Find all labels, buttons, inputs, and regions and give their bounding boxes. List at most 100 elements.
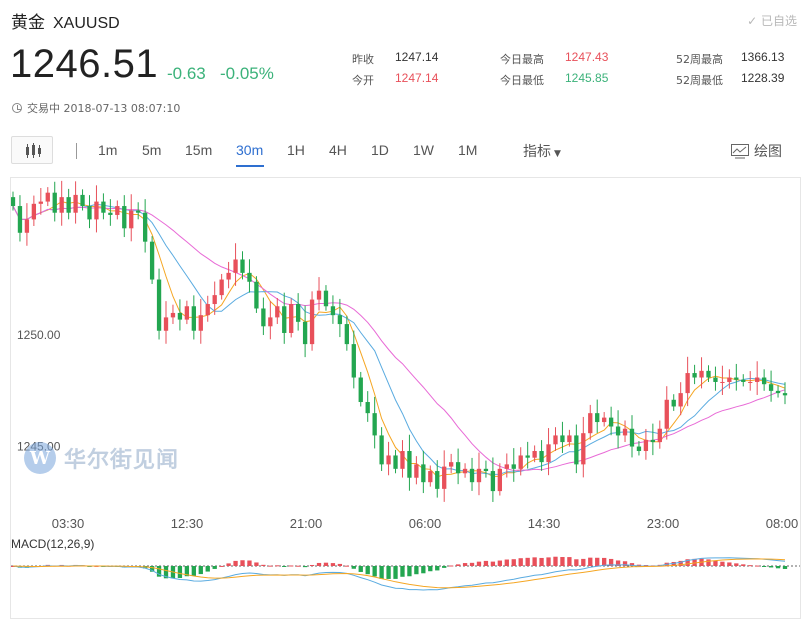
candle-body [553, 435, 558, 445]
active-timeframe-underline [236, 165, 264, 167]
stat-label-day-high: 今日最高 [500, 53, 544, 66]
draw-label: 绘图 [754, 144, 782, 160]
candle-body [66, 197, 71, 213]
candle-body [94, 201, 99, 220]
macd-histogram-bar [476, 561, 482, 566]
timeframe-1d[interactable]: 1D [371, 142, 389, 158]
macd-histogram-bar [414, 566, 419, 575]
candle-body [379, 435, 384, 465]
drawing-icon [731, 143, 749, 158]
candle-body [650, 439, 656, 443]
macd-dif-line [12, 557, 786, 591]
candle-body [608, 417, 614, 427]
macd-histogram-bar [393, 566, 398, 579]
chart-container[interactable]: 1250.001245.0003:3012:3021:0006:0014:302… [10, 177, 801, 619]
watermark-logo-icon: W [24, 442, 56, 474]
indicator-dropdown[interactable]: 指标 ▼ [523, 141, 561, 161]
candle-body [261, 308, 266, 327]
macd-histogram-bar [309, 564, 315, 566]
timeframe-1m[interactable]: 1m [98, 142, 118, 158]
macd-histogram-bar [622, 561, 628, 566]
timeframe-1w[interactable]: 1W [413, 142, 434, 158]
macd-histogram-bar [289, 565, 294, 567]
macd-histogram-bar [261, 564, 266, 566]
candle-body [316, 290, 322, 300]
candle-body [462, 468, 468, 474]
x-tick-label: 21:00 [290, 516, 323, 531]
candle-body [212, 295, 217, 305]
macd-histogram-bar [372, 566, 377, 577]
timeframe-5m[interactable]: 5m [142, 142, 162, 158]
timeframe-30m[interactable]: 30m [236, 142, 264, 158]
candle-body [191, 306, 196, 331]
macd-histogram-bar [608, 558, 614, 566]
macd-histogram-bar [727, 562, 732, 566]
watchlist-button[interactable]: ✓ 已自选 [747, 12, 797, 29]
x-tick-label: 06:00 [409, 516, 442, 531]
macd-histogram-bar [302, 566, 308, 568]
candle-body [115, 206, 120, 215]
candle-body [643, 439, 649, 452]
candle-body [31, 203, 37, 220]
candle-body [574, 435, 579, 465]
timeframe-4h[interactable]: 4H [329, 142, 347, 158]
timeframe-1h[interactable]: 1H [287, 142, 305, 158]
stat-label-day-low: 今日最低 [500, 74, 544, 87]
macd-histogram-bar [706, 559, 711, 566]
macd-histogram-bar [678, 560, 683, 566]
draw-tool-button[interactable]: 绘图 [731, 141, 782, 161]
stat-value-day-high: 1247.43 [565, 50, 609, 64]
macd-histogram-bar [330, 563, 336, 566]
stat-label-open: 今开 [352, 74, 374, 87]
chart-type-button[interactable] [11, 136, 53, 164]
candle-body [309, 299, 315, 345]
macd-histogram-bar [685, 559, 690, 566]
macd-histogram-bar [379, 566, 384, 579]
candle-body [198, 315, 203, 331]
x-tick-label: 03:30 [52, 516, 85, 531]
candlestick-icon [26, 143, 41, 158]
candle-body [483, 468, 489, 472]
macd-histogram-bar [449, 565, 454, 567]
candle-body [219, 279, 224, 296]
macd-histogram-bar [163, 566, 169, 579]
macd-histogram-bar [504, 559, 509, 566]
candle-body [170, 312, 176, 318]
candle-body [629, 428, 635, 447]
stat-value-52w-low: 1228.39 [741, 71, 785, 85]
candle-body [38, 201, 43, 204]
macd-histogram-bar [233, 560, 238, 566]
macd-histogram-bar [629, 563, 635, 566]
candle-body [525, 455, 530, 458]
macd-histogram-bar [546, 557, 551, 566]
macd-histogram-bar [768, 566, 774, 568]
candle-body [761, 377, 767, 385]
candle-body [414, 464, 419, 478]
price-change: -0.63 [167, 64, 206, 83]
macd-histogram-bar [198, 566, 203, 575]
ma-line [12, 201, 786, 478]
candle-body [678, 393, 683, 407]
candle-body [449, 462, 454, 467]
macd-histogram-bar [254, 562, 259, 566]
candle-body [268, 317, 273, 327]
toolbar-separator [76, 143, 77, 159]
candle-body [476, 468, 482, 483]
timeframe-15m[interactable]: 15m [185, 142, 213, 158]
candle-body [741, 379, 746, 382]
candle-body [442, 466, 447, 489]
price-chart[interactable]: 1250.001245.0003:3012:3021:0006:0014:302… [10, 178, 800, 618]
candle-body [428, 471, 433, 483]
macd-histogram-bar [337, 563, 343, 566]
macd-histogram-bar [268, 565, 273, 567]
caret-down-icon: ▼ [554, 149, 561, 159]
macd-histogram-bar [295, 565, 301, 567]
candle-body [330, 306, 336, 316]
x-tick-label: 12:30 [171, 516, 204, 531]
candle-body [400, 451, 405, 469]
macd-histogram-bar [323, 562, 329, 566]
macd-histogram-bar [692, 558, 697, 566]
macd-histogram-bar [156, 566, 162, 577]
timeframe-1mo[interactable]: 1M [458, 142, 478, 158]
candle-body [748, 381, 753, 383]
